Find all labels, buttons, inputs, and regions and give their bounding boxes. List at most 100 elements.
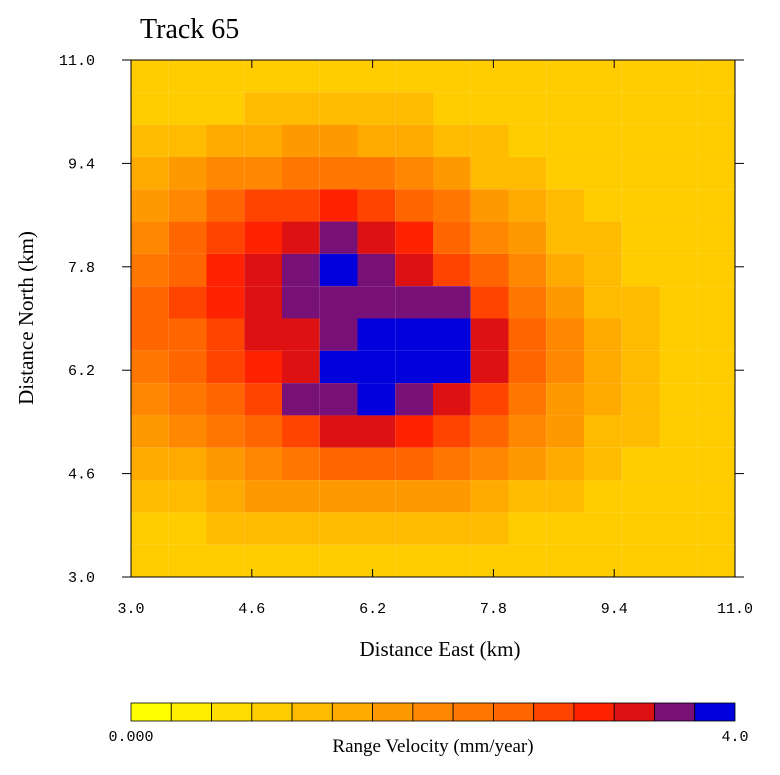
heat-cell xyxy=(395,221,433,254)
heat-cell xyxy=(659,286,698,319)
heat-cell xyxy=(659,156,698,190)
colorbar-label: Range Velocity (mm/year) xyxy=(332,736,533,757)
heat-cell xyxy=(282,512,320,545)
heat-cell xyxy=(282,189,320,222)
heat-cell xyxy=(206,383,245,416)
heat-cell xyxy=(357,286,396,319)
heat-cell xyxy=(621,480,660,513)
heat-cell xyxy=(659,480,698,513)
heat-cell xyxy=(584,189,622,222)
heat-cell xyxy=(131,383,169,416)
heat-cell xyxy=(697,92,735,125)
heat-cell xyxy=(206,544,245,577)
heat-cell xyxy=(546,318,584,351)
heat-cell xyxy=(470,124,509,157)
heat-cell xyxy=(395,383,433,416)
y-tick-label: 4.6 xyxy=(68,467,95,484)
heat-cell xyxy=(621,544,660,577)
heat-cell xyxy=(621,189,660,222)
colorbar-swatch xyxy=(170,702,212,722)
heat-cell xyxy=(282,350,320,384)
heat-cell xyxy=(244,156,282,190)
heat-cell xyxy=(357,156,396,190)
heat-cell xyxy=(584,60,622,93)
heat-cell xyxy=(659,253,698,287)
heat-cell xyxy=(433,286,471,319)
heat-cell xyxy=(395,60,433,93)
heat-cell xyxy=(244,124,282,157)
heat-cell xyxy=(206,512,245,545)
heat-cell xyxy=(470,253,509,287)
heat-cell xyxy=(395,415,433,448)
heat-cell xyxy=(433,92,471,125)
heat-cell xyxy=(168,286,207,319)
heat-cell xyxy=(282,318,320,351)
y-tick-label: 9.4 xyxy=(68,156,95,173)
heat-cell xyxy=(282,480,320,513)
heat-cell xyxy=(470,544,509,577)
heat-cell xyxy=(395,480,433,513)
heat-cell xyxy=(621,383,660,416)
heat-cell xyxy=(357,447,396,481)
heat-cell xyxy=(131,124,169,157)
heat-cell xyxy=(244,318,282,351)
heat-cell xyxy=(546,544,584,577)
heat-cell xyxy=(319,350,358,384)
x-tick-label: 3.0 xyxy=(117,601,144,618)
heat-cell xyxy=(168,447,207,481)
heat-cell xyxy=(697,350,735,384)
heat-cell xyxy=(282,415,320,448)
heat-cell xyxy=(357,480,396,513)
heat-cell xyxy=(244,512,282,545)
heat-cell xyxy=(131,60,169,93)
heat-cell xyxy=(168,253,207,287)
heat-cell xyxy=(433,480,471,513)
heat-cell xyxy=(131,286,169,319)
heat-cell xyxy=(131,189,169,222)
heat-cell xyxy=(546,253,584,287)
heat-cell xyxy=(319,383,358,416)
heat-cell xyxy=(470,512,509,545)
heat-cell xyxy=(470,415,509,448)
heat-cell xyxy=(546,221,584,254)
heat-cell xyxy=(168,60,207,93)
heat-cell xyxy=(697,286,735,319)
heat-cell xyxy=(659,124,698,157)
heat-cell xyxy=(168,480,207,513)
heat-cell xyxy=(659,512,698,545)
heat-cell xyxy=(131,415,169,448)
heat-cell xyxy=(470,60,509,93)
heat-cell xyxy=(244,253,282,287)
heat-cell xyxy=(395,156,433,190)
colorbar-swatch xyxy=(291,702,333,722)
heat-cell xyxy=(319,544,358,577)
heat-cell xyxy=(508,318,547,351)
heat-cell xyxy=(282,156,320,190)
heat-cell xyxy=(433,447,471,481)
heat-cell xyxy=(244,286,282,319)
heat-cell xyxy=(697,383,735,416)
heat-cell xyxy=(206,156,245,190)
heat-cell xyxy=(319,92,358,125)
heat-cell xyxy=(433,189,471,222)
heat-cell xyxy=(206,60,245,93)
colorbar-swatch xyxy=(613,702,655,722)
heat-cell xyxy=(697,512,735,545)
heat-cell xyxy=(697,415,735,448)
heat-cell xyxy=(357,60,396,93)
y-tick-label: 3.0 xyxy=(68,570,95,587)
colorbar-swatch xyxy=(452,702,494,722)
y-tick-label: 6.2 xyxy=(68,363,95,380)
heat-cell xyxy=(357,415,396,448)
heat-cell xyxy=(206,221,245,254)
heat-cell xyxy=(470,221,509,254)
colorbar-swatch xyxy=(533,702,575,722)
heat-cell xyxy=(621,512,660,545)
heat-cell xyxy=(357,92,396,125)
heat-cell xyxy=(395,124,433,157)
heat-cell xyxy=(433,383,471,416)
heat-cell xyxy=(206,350,245,384)
heat-cell xyxy=(168,221,207,254)
heat-cell xyxy=(282,383,320,416)
heat-cell xyxy=(319,415,358,448)
